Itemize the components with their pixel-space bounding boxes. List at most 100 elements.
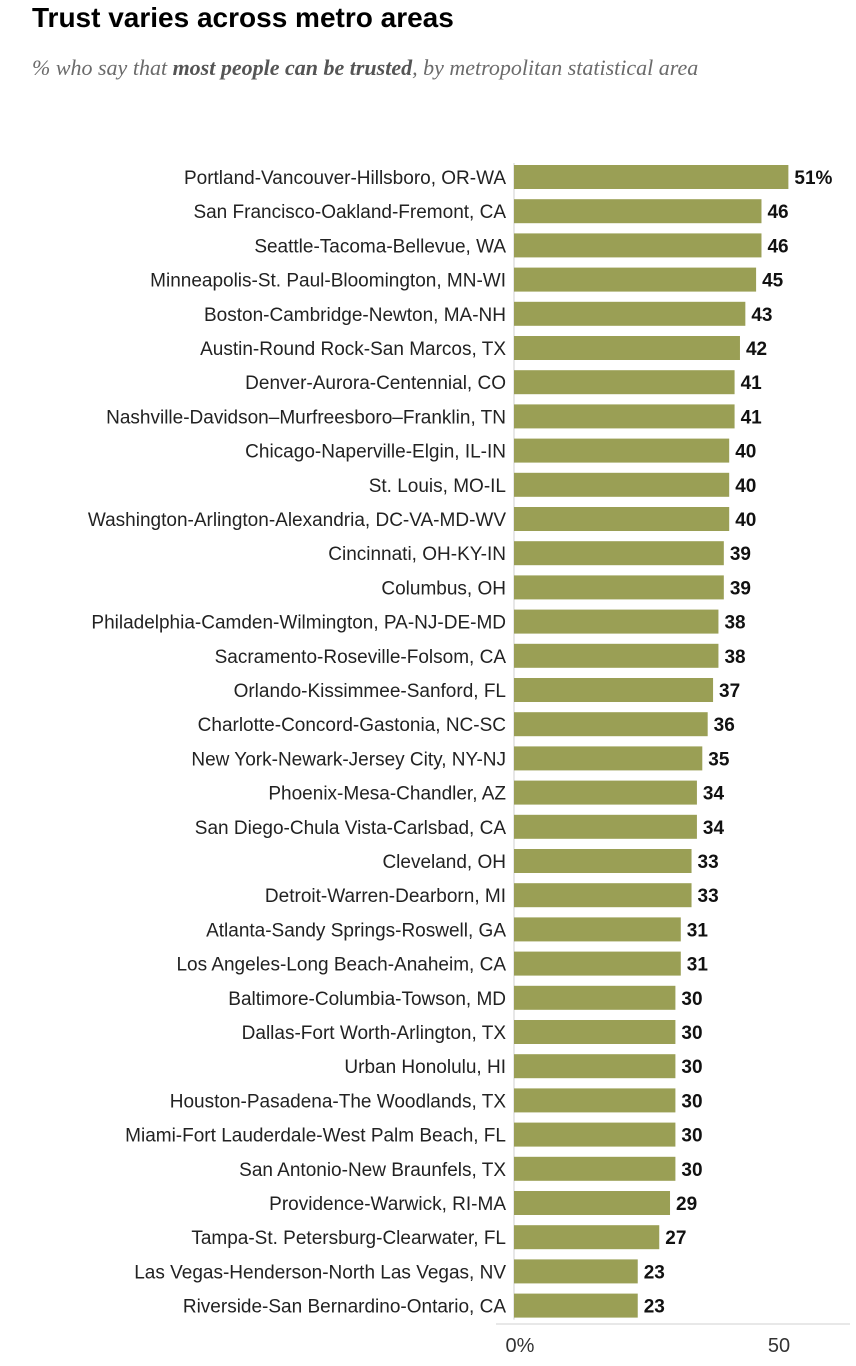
category-label: Philadelphia-Camden-Wilmington, PA-NJ-DE… [91,613,506,634]
category-label: Atlanta-Sandy Springs-Roswell, GA [206,920,506,941]
bar [514,849,692,873]
value-label: 27 [665,1228,686,1249]
value-label: 33 [698,852,719,873]
category-label: St. Louis, MO-IL [369,476,506,497]
bar [514,472,730,497]
bar [514,1225,660,1250]
bar [514,267,757,292]
category-label: Columbus, OH [381,578,506,599]
bar [514,233,762,258]
x-tick-label: 0% [506,1335,535,1357]
value-label: 29 [676,1194,697,1215]
category-label: Urban Honolulu, HI [344,1057,506,1078]
category-label: Orlando-Kissimmee-Sanford, FL [234,681,506,702]
value-label: 34 [703,784,725,805]
category-label: Riverside-San Bernardino-Ontario, CA [183,1297,506,1318]
bar [514,814,697,839]
category-label: Houston-Pasadena-The Woodlands, TX [170,1091,507,1112]
value-label: 51% [794,168,832,189]
bar [514,404,735,429]
subtitle-emphasis: most people can be trusted [172,55,413,80]
category-label: Chicago-Naperville-Elgin, IL-IN [245,442,506,463]
bar [514,507,730,531]
category-label: Tampa-St. Petersburg-Clearwater, FL [191,1228,506,1249]
value-label: 23 [644,1262,665,1283]
value-label: 40 [735,442,756,463]
subtitle-suffix: , by metropolitan statistical area [412,55,699,80]
bar [514,609,719,634]
bar [514,643,719,668]
value-label: 38 [724,613,745,634]
category-label: Providence-Warwick, RI-MA [269,1194,506,1215]
category-label: San Diego-Chula Vista-Carlsbad, CA [195,818,507,839]
bar [514,370,735,395]
category-label: Miami-Fort Lauderdale-West Palm Beach, F… [125,1126,506,1147]
bar [514,1156,676,1181]
bar [514,780,697,805]
category-label: Cleveland, OH [382,852,506,873]
category-label: Austin-Round Rock-San Marcos, TX [200,339,506,360]
value-label: 45 [762,271,784,292]
category-label: Los Angeles-Long Beach-Anaheim, CA [176,955,506,976]
category-label: Denver-Aurora-Centennial, CO [245,373,506,394]
value-label: 40 [735,510,756,531]
category-label: New York-Newark-Jersey City, NY-NJ [191,749,506,770]
bar [514,917,681,942]
value-label: 30 [681,989,702,1010]
bar [514,1191,671,1215]
category-label: San Francisco-Oakland-Fremont, CA [193,202,506,223]
bar [514,541,724,566]
value-label: 38 [724,647,745,668]
bar [514,746,703,771]
category-label: Boston-Cambridge-Newton, MA-NH [204,305,506,326]
value-label: 46 [767,236,788,257]
bar [514,438,730,463]
value-label: 39 [730,578,751,599]
category-label: Detroit-Warren-Dearborn, MI [265,886,506,907]
value-label: 30 [681,1057,702,1078]
value-label: 30 [681,1126,702,1147]
value-label: 43 [751,305,772,326]
bar [514,575,724,600]
category-label: Minneapolis-St. Paul-Bloomington, MN-WI [150,271,506,292]
category-label: Cincinnati, OH-KY-IN [328,544,506,565]
bar [514,1088,676,1113]
bar [514,301,746,326]
value-label: 31 [687,955,709,976]
category-label: Washington-Arlington-Alexandria, DC-VA-M… [88,510,506,531]
bar [514,1122,676,1147]
bar [514,1054,676,1079]
category-label: Baltimore-Columbia-Towson, MD [228,989,506,1010]
category-label: Phoenix-Mesa-Chandler, AZ [268,784,506,805]
bar [514,199,762,224]
value-label: 30 [681,1160,702,1181]
value-label: 30 [681,1023,702,1044]
value-label: 30 [681,1091,702,1112]
value-label: 34 [703,818,725,839]
value-label: 39 [730,544,751,565]
value-label: 41 [741,373,763,394]
value-label: 40 [735,476,756,497]
value-label: 36 [714,715,735,736]
chart-subtitle: % who say that most people can be truste… [32,52,842,84]
bar [514,985,676,1010]
category-label: Las Vegas-Henderson-North Las Vegas, NV [134,1262,506,1283]
value-label: 31 [687,920,709,941]
bar [514,1259,638,1284]
value-label: 23 [644,1297,665,1318]
bar [514,883,692,908]
bar [514,1293,638,1318]
category-label: Portland-Vancouver-Hillsboro, OR-WA [184,168,506,189]
bar [514,1020,676,1044]
bar [514,951,681,976]
value-label: 37 [719,681,740,702]
chart-title: Trust varies across metro areas [32,2,454,33]
value-label: 42 [746,339,767,360]
category-label: Nashville-Davidson–Murfreesboro–Franklin… [106,407,506,428]
subtitle-prefix: % who say that [32,55,173,80]
value-label: 46 [767,202,788,223]
bar [514,678,714,702]
bar [514,712,708,737]
category-label: Seattle-Tacoma-Bellevue, WA [254,236,506,257]
